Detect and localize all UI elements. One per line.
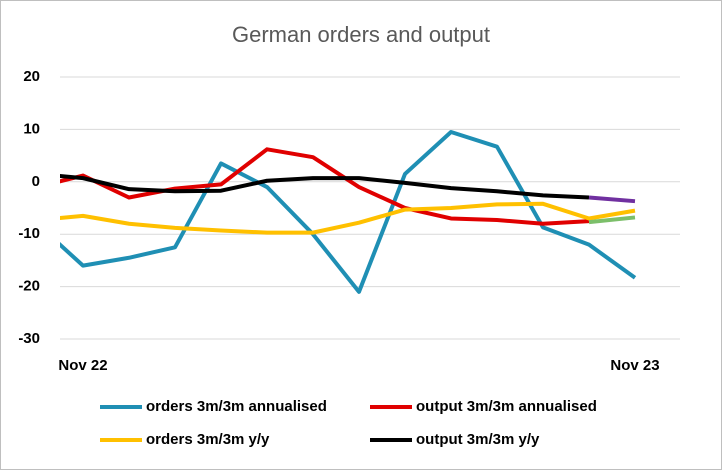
series-line	[60, 174, 590, 200]
legend-label: orders 3m/3m y/y	[146, 431, 270, 448]
legend-label: output 3m/3m annualised	[416, 398, 597, 415]
y-tick-label: 10	[23, 120, 40, 137]
series-line	[60, 147, 590, 226]
y-tick-label: -10	[18, 225, 40, 242]
y-tick-label: -30	[18, 330, 40, 347]
y-tick-label: -20	[18, 278, 40, 295]
y-tick-label: 0	[32, 173, 40, 190]
x-tick-label: Nov 22	[58, 357, 107, 374]
series-line	[60, 130, 637, 294]
x-tick-label: Nov 23	[610, 357, 659, 374]
series-line	[60, 201, 636, 235]
legend-label: output 3m/3m y/y	[416, 431, 540, 448]
legend-label: orders 3m/3m annualised	[146, 398, 327, 415]
plot-area	[60, 130, 637, 294]
series-line	[588, 215, 636, 225]
series-line	[588, 195, 636, 204]
chart-title: German orders and output	[232, 22, 490, 47]
y-tick-label: 20	[23, 68, 40, 85]
